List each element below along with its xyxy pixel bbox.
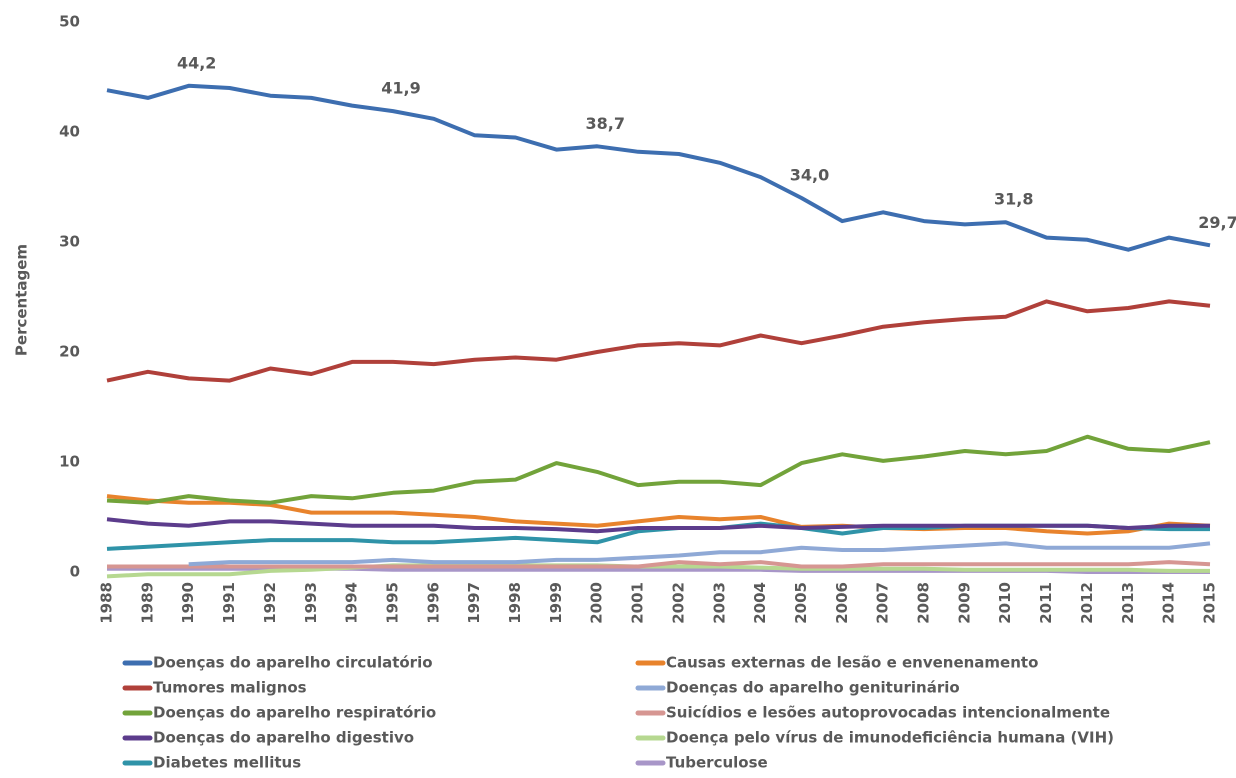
series-line — [106, 563, 1210, 579]
x-tick-label: 1988 — [98, 582, 116, 624]
x-tick-label: 1992 — [261, 582, 279, 624]
legend-label: Tumores malignos — [153, 679, 307, 697]
legend-label: Doenças do aparelho circulatório — [153, 654, 433, 672]
x-tick-label: 1990 — [179, 582, 197, 624]
x-tick-label: 2010 — [996, 582, 1014, 624]
x-tick-label: 2005 — [792, 582, 810, 624]
y-tick-label: 50 — [59, 13, 80, 31]
value-label: 44,2 — [177, 53, 216, 72]
legend-label: Diabetes mellitus — [153, 754, 301, 772]
series-line — [106, 434, 1211, 505]
x-tick-label: 2000 — [588, 582, 606, 624]
x-tick-label: 1999 — [547, 582, 565, 624]
x-tick-label: 2009 — [955, 582, 973, 624]
series-line — [188, 541, 1211, 567]
x-tick-label: 1998 — [506, 582, 524, 624]
x-tick-label: 2004 — [751, 582, 769, 624]
y-tick-label: 40 — [59, 123, 80, 141]
x-tick-label: 1989 — [138, 582, 156, 624]
x-tick-label: 2013 — [1119, 582, 1137, 624]
legend-label: Suicídios e lesões autoprovocadas intenc… — [666, 704, 1110, 722]
value-label: 38,7 — [585, 114, 624, 133]
x-tick-label: 1996 — [424, 582, 442, 624]
legend-label: Doenças do aparelho geniturinário — [666, 679, 960, 697]
y-axis-label: Percentagem — [13, 244, 31, 356]
legend-label: Tuberculose — [666, 754, 768, 772]
x-tick-label: 2003 — [710, 582, 728, 624]
x-tick-label: 1991 — [220, 582, 238, 624]
y-tick-label: 10 — [59, 453, 80, 471]
y-tick-label: 30 — [59, 233, 80, 251]
legend-label: Causas externas de lesão e envenenamento — [666, 654, 1038, 672]
x-tick-label: 2006 — [833, 582, 851, 624]
value-label: 31,8 — [994, 190, 1033, 209]
x-tick-label: 2012 — [1078, 582, 1096, 624]
series-line — [106, 299, 1211, 383]
series-line — [107, 560, 1211, 569]
x-tick-label: 1997 — [465, 582, 483, 624]
x-tick-label: 2015 — [1201, 582, 1219, 624]
x-tick-label: 2008 — [915, 582, 933, 624]
series-line — [106, 494, 1211, 536]
legend-label: Doença pelo vírus de imunodeficiência hu… — [666, 729, 1114, 747]
series-line — [106, 83, 1211, 252]
value-label: 41,9 — [381, 79, 420, 98]
x-tick-label: 1995 — [383, 582, 401, 624]
x-tick-label: 2001 — [629, 582, 647, 624]
value-label: 29,7 — [1198, 213, 1236, 232]
series-line — [106, 517, 1210, 534]
legend-label: Doenças do aparelho digestivo — [153, 729, 414, 747]
x-tick-label: 2002 — [669, 582, 687, 624]
x-tick-label: 1994 — [343, 582, 361, 624]
x-tick-label: 1993 — [302, 582, 320, 624]
value-label: 34,0 — [790, 166, 829, 185]
x-tick-label: 2014 — [1160, 582, 1178, 624]
x-tick-label: 2011 — [1037, 582, 1055, 624]
y-tick-label: 0 — [70, 563, 80, 581]
y-tick-label: 20 — [59, 343, 80, 361]
x-tick-label: 2007 — [874, 582, 892, 624]
legend-label: Doenças do aparelho respiratório — [153, 704, 436, 722]
